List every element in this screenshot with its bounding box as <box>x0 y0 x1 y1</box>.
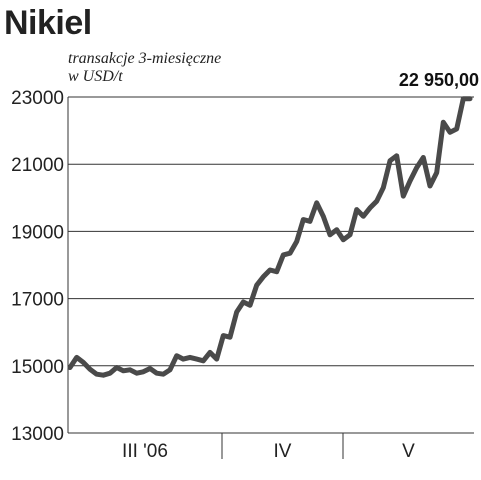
y-tick-label-13000: 13000 <box>11 424 64 445</box>
series-line <box>67 96 473 378</box>
last-value-label: 22 950,00 <box>398 70 479 90</box>
y-tick-label-23000: 23000 <box>11 88 64 109</box>
subtitle-line-2: w USD/t <box>68 68 123 85</box>
x-tick-label-3: V <box>402 441 415 462</box>
subtitle-line-1: transakcje 3-miesięczne <box>68 50 222 67</box>
x-tick-label-2: IV <box>274 441 292 462</box>
y-tick-label-21000: 21000 <box>11 155 64 176</box>
series-group <box>67 96 473 378</box>
x-tick-label-1: III '06 <box>122 441 168 462</box>
y-tick-label-17000: 17000 <box>11 290 64 311</box>
y-axis: 13000 15000 17000 19000 21000 23000 <box>11 88 69 445</box>
chart-title: Nikiel <box>4 4 92 42</box>
y-tick-label-19000: 19000 <box>11 222 64 243</box>
y-tick-label-15000: 15000 <box>11 357 64 378</box>
grid-lines <box>68 96 474 434</box>
x-axis: III '06 IV V <box>122 433 415 462</box>
chart-subtitle: transakcje 3-miesięczne w USD/t <box>68 50 221 86</box>
